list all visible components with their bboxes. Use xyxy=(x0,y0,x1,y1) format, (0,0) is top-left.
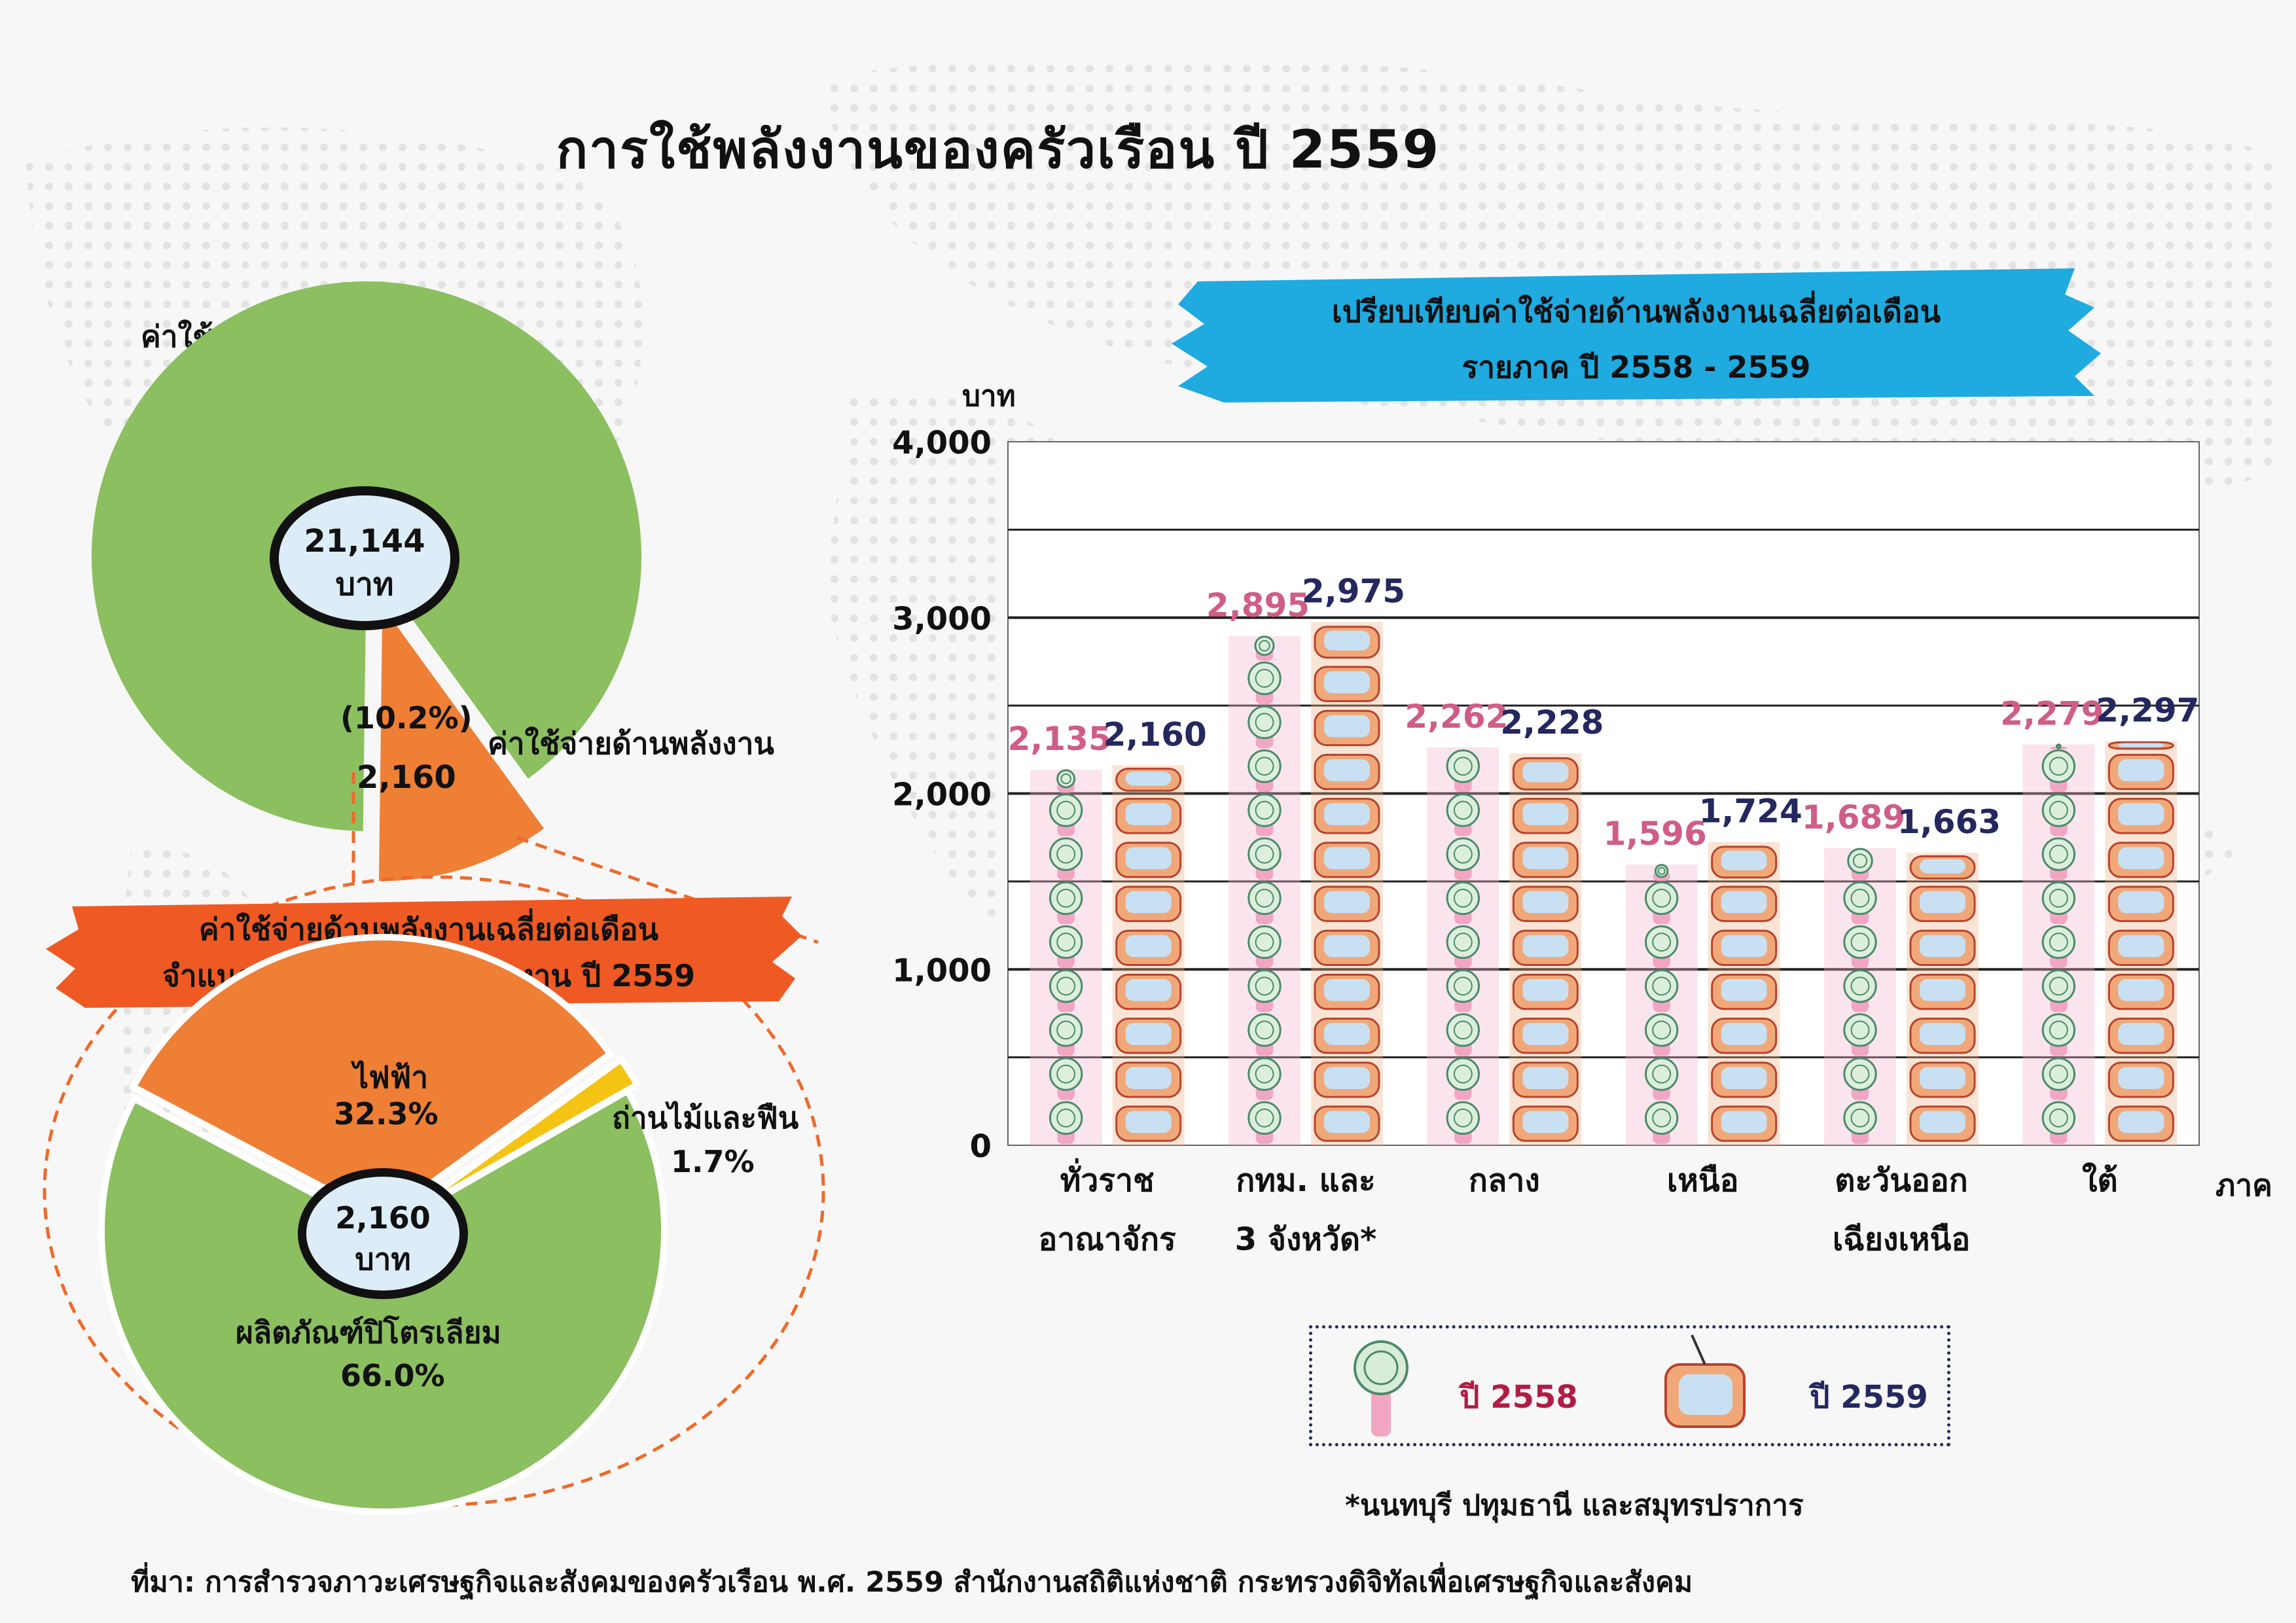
bar-2559 xyxy=(1907,853,1979,1145)
bar-2559 xyxy=(1708,842,1780,1145)
bar-value-label: 1,724 xyxy=(1699,793,1803,830)
energy-type-center-value: 2,160 xyxy=(335,1200,431,1236)
x-tick-label: ทั่วราช xyxy=(1060,1158,1155,1199)
bar-2558 xyxy=(2022,743,2095,1145)
bar-2559 xyxy=(1509,753,1582,1145)
y-tick-label: 0 xyxy=(970,1128,992,1165)
bar-value-label: 2,160 xyxy=(1103,716,1207,754)
legend-fan-icon xyxy=(1354,1340,1408,1436)
bar-value-label: 2,228 xyxy=(1500,704,1604,741)
bar-2559 xyxy=(1112,765,1185,1145)
x-tick-label: ตะวันออก xyxy=(1835,1162,1967,1199)
bar-value-label: 2,279 xyxy=(2000,695,2104,733)
energy-share-label: (10.2%) xyxy=(340,700,473,736)
slice-label-electricity: ไฟฟ้า xyxy=(353,1060,429,1095)
bar-chart-title-line1: เปรียบเทียบค่าใช้จ่ายด้านพลังงานเฉลี่ยต่… xyxy=(1331,294,1941,329)
bar-value-label: 2,135 xyxy=(1008,720,1111,758)
bar-value-label: 1,689 xyxy=(1802,798,1905,836)
y-tick-label: 3,000 xyxy=(892,601,992,637)
bar-value-label: 1,663 xyxy=(1897,803,2001,841)
footnote: *นนทบุรี ปทุมธานี และสมุทรปราการ xyxy=(1345,1489,1804,1522)
bar-value-label: 2,975 xyxy=(1302,572,1405,610)
y-tick-label: 4,000 xyxy=(892,425,992,461)
slice-pct-electricity: 32.3% xyxy=(334,1096,439,1132)
bar-chart-legend xyxy=(1309,1325,1950,1446)
y-tick-label: 1,000 xyxy=(892,952,992,989)
bar-2559 xyxy=(2105,741,2178,1145)
pie-slice-petroleum xyxy=(98,1086,668,1515)
x-tick-label: อาณาจักร xyxy=(1039,1221,1176,1258)
bar-chart-title-line2: รายภาค ปี 2558 - 2559 xyxy=(1462,349,1811,385)
total-expense-unit: บาท xyxy=(335,566,394,603)
slice-pct-charcoal: 1.7% xyxy=(671,1144,755,1179)
x-tick-label: กทม. และ xyxy=(1236,1162,1375,1199)
energy-expense-value: 2,160 xyxy=(357,759,456,796)
slice-label-petroleum: ผลิตภัณฑ์ปิโตรเลียม xyxy=(236,1315,501,1350)
x-axis-label: ภาค xyxy=(2215,1168,2272,1203)
legend-tv-icon xyxy=(1664,1334,1746,1428)
pie-slice-electricity xyxy=(128,934,615,1222)
bar-value-label: 2,895 xyxy=(1206,586,1310,624)
y-axis-unit-label: บาท xyxy=(962,380,1016,413)
x-tick-label: ใต้ xyxy=(2082,1162,2118,1199)
x-tick-label: 3 จังหวัด* xyxy=(1235,1221,1377,1258)
bar-2558 xyxy=(1427,747,1499,1145)
legend-label-2558: ปี 2558 xyxy=(1460,1379,1578,1416)
energy-expense-label: ค่าใช้จ่ายด้านพลังงาน xyxy=(488,726,774,761)
bar-2558 xyxy=(1229,635,1300,1145)
bar-2558 xyxy=(1625,864,1698,1145)
legend-label-2559: ปี 2559 xyxy=(1810,1379,1928,1416)
total-expense-value: 21,144 xyxy=(304,523,425,560)
pie-slice-charcoal xyxy=(391,1054,642,1227)
bar-value-label: 2,297 xyxy=(2096,692,2199,730)
y-tick-label: 2,000 xyxy=(892,777,992,813)
energy-type-center-unit: บาท xyxy=(355,1241,411,1277)
bar-value-label: 1,596 xyxy=(1604,815,1707,853)
source-note: ที่มา: การสำรวจภาวะเศรษฐกิจและสังคมของคร… xyxy=(131,1566,1693,1599)
energy-type-center: 2,160 บาท xyxy=(298,1168,468,1299)
slice-pct-petroleum: 66.0% xyxy=(340,1358,445,1393)
x-tick-label: เฉียงเหนือ xyxy=(1833,1221,1970,1258)
page-title: การใช้พลังงานของครัวเรือน ปี 2559 xyxy=(556,119,1441,180)
bar-value-label: 2,262 xyxy=(1405,698,1508,736)
bar-2559 xyxy=(1311,622,1383,1145)
bar-2558 xyxy=(1824,847,1896,1145)
slice-label-charcoal: ถ่านไม้และฟืน xyxy=(612,1100,799,1135)
x-tick-label: เหนือ xyxy=(1667,1162,1739,1199)
pie-slice-energy-expense xyxy=(378,606,545,882)
x-tick-label: กลาง xyxy=(1469,1162,1540,1199)
bar-2558 xyxy=(1030,769,1102,1145)
